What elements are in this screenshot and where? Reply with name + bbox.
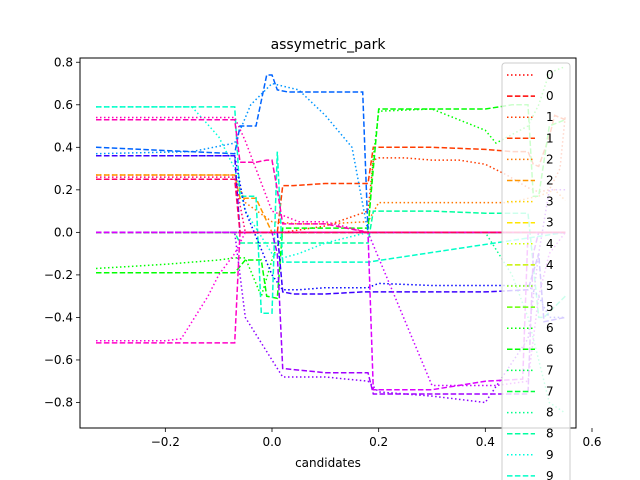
series-line-33 xyxy=(96,178,566,234)
legend-box xyxy=(501,62,571,480)
chart-title: assymetric_park xyxy=(271,37,387,53)
legend-label: 7 xyxy=(546,385,554,399)
legend-label: 6 xyxy=(546,321,554,335)
y-tick-label: 0.6 xyxy=(54,98,73,112)
x-tick-label: 0.4 xyxy=(476,435,495,449)
legend-label: 5 xyxy=(546,279,554,293)
legend-label: 1 xyxy=(546,110,554,124)
legend-label: 8 xyxy=(546,406,554,420)
x-axis: −0.2 0.0 0.2 0.4 0.6 xyxy=(151,428,602,449)
legend: 0 0 1 1 2 2 3 3 4 4 5 5 6 6 7 7 8 8 9 9 xyxy=(501,62,571,480)
y-tick-label: −0.8 xyxy=(44,395,73,409)
legend-label: 9 xyxy=(546,469,554,480)
series-line-31 xyxy=(96,118,566,234)
legend-label: 5 xyxy=(546,300,554,314)
y-tick-label: 0.4 xyxy=(54,140,73,154)
legend-label: 4 xyxy=(546,237,554,251)
legend-label: 0 xyxy=(546,68,554,82)
legend-label: 3 xyxy=(546,216,554,230)
plot-frame xyxy=(79,57,577,429)
series-line-20 xyxy=(95,82,566,234)
legend-label: 6 xyxy=(546,342,554,356)
legend-label: 2 xyxy=(546,152,554,166)
y-axis: −0.8 −0.6 −0.4 −0.2 0.0 0.2 0.4 0.6 0.8 xyxy=(44,55,80,409)
y-tick-label: 0.2 xyxy=(54,183,73,197)
series-line-21 xyxy=(95,74,566,234)
series-line-27 xyxy=(96,231,566,391)
legend-label: 7 xyxy=(546,363,554,377)
legend-label: 8 xyxy=(546,427,554,441)
legend-label: 0 xyxy=(546,89,554,103)
y-tick-label: 0.0 xyxy=(54,225,73,239)
y-tick-label: 0.8 xyxy=(54,55,73,69)
x-tick-label: 0.6 xyxy=(582,435,601,449)
x-tick-label: 0.2 xyxy=(369,435,388,449)
legend-label: 1 xyxy=(546,131,554,145)
y-tick-label: −0.6 xyxy=(44,353,73,367)
x-tick-label: 0.0 xyxy=(262,435,281,449)
series-line-22 xyxy=(96,155,566,319)
y-tick-label: −0.4 xyxy=(44,310,73,324)
series-line-24 xyxy=(96,189,566,404)
x-tick-label: −0.2 xyxy=(151,435,180,449)
legend-label: 2 xyxy=(546,174,554,188)
legend-label: 3 xyxy=(546,195,554,209)
series-line-18 xyxy=(96,106,566,259)
legend-label: 9 xyxy=(546,448,554,462)
series-line-32 xyxy=(96,176,566,234)
x-axis-label: candidates xyxy=(295,456,361,470)
y-tick-label: −0.2 xyxy=(44,268,73,282)
series-line-12 xyxy=(95,65,566,299)
legend-label: 4 xyxy=(546,258,554,272)
